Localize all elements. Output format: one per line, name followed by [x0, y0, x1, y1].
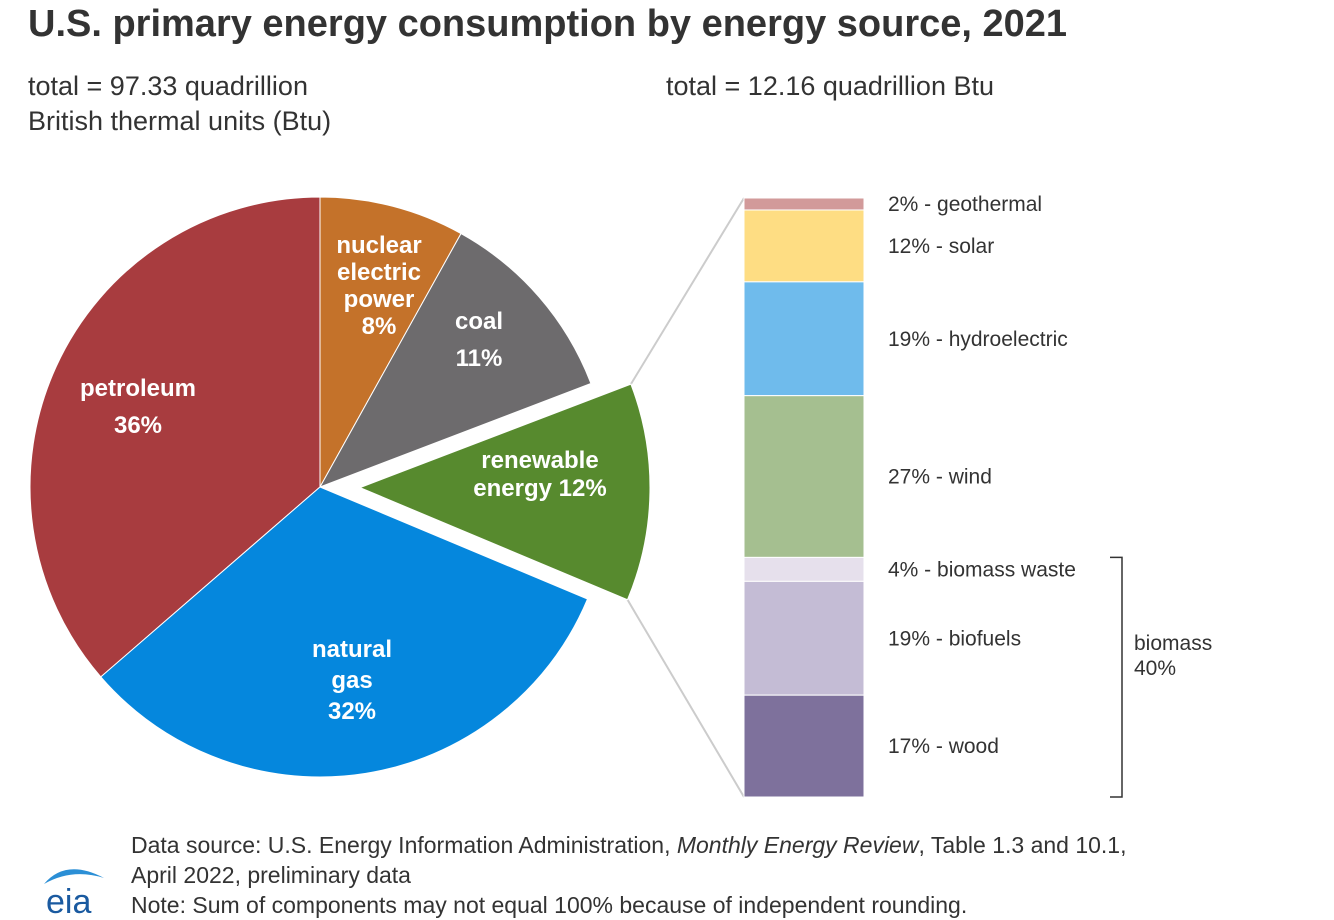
bar-label-solar: 12% - solar: [888, 235, 994, 258]
pie-slice-coal: [318, 232, 592, 488]
pie-slice-nuclear-electric-power: [319, 196, 462, 489]
bar-label-wind: 27% - wind: [888, 466, 992, 489]
eia-logo: eia: [44, 869, 104, 920]
eia-swoosh-icon: [44, 869, 104, 884]
bar-label-biomass-waste: 4% - biomass waste: [888, 558, 1076, 581]
bar-segment-hydroelectric: [743, 281, 865, 397]
bar-label-geothermal: 2% - geothermal: [888, 193, 1042, 216]
bar-segment-solar: [743, 209, 865, 283]
eia-logo-text: eia: [46, 883, 91, 920]
pie-chart: petroleum 36% nuclear electric power 8% coal 11…: [29, 196, 651, 778]
pie-label-natural-gas: natural gas 32%: [312, 636, 392, 725]
bar-segment-wind: [743, 395, 865, 558]
footer-source-line-1: Data source: U.S. Energy Information Adm…: [131, 832, 1127, 858]
bar-label-wood: 17% - wood: [888, 735, 999, 758]
renewable-stacked-bar: 2% - geothermal 12% - solar 19% - hydroele…: [743, 193, 1212, 798]
bar-segment-geothermal: [743, 197, 865, 211]
pie-label-renewable-energy: renewable energy 12%: [473, 447, 606, 502]
pie-slice-renewable-energy: [358, 383, 651, 601]
bar-segment-biofuels: [743, 580, 865, 696]
footer-note: Note: Sum of components may not equal 10…: [131, 892, 967, 918]
connector-line-bottom: [626, 599, 745, 798]
pie-slice-petroleum: [29, 196, 321, 678]
footer-source-suffix: , Table 1.3 and 10.1,: [918, 832, 1126, 858]
pie-slice-natural-gas: [100, 486, 589, 778]
footer-source-prefix: Data source: U.S. Energy Information Adm…: [131, 832, 677, 858]
left-total-line-2: British thermal units (Btu): [28, 106, 331, 136]
footer: Data source: U.S. Energy Information Adm…: [131, 832, 1127, 918]
pie-label-nuclear-electric-power: nuclear electric power 8%: [336, 232, 421, 340]
connector-line-top: [630, 197, 745, 385]
chart-title: U.S. primary energy consumption by energ…: [28, 3, 1067, 45]
left-total-line-1: total = 97.33 quadrillion: [28, 71, 308, 101]
bar-segment-biomass-waste: [743, 556, 865, 582]
bar-segment-wood: [743, 694, 865, 798]
footer-source-line-2: April 2022, preliminary data: [131, 862, 411, 888]
footer-source-title: Monthly Energy Review: [677, 832, 920, 858]
connector-lines: [626, 197, 745, 798]
bar-label-biofuels: 19% - biofuels: [888, 627, 1021, 650]
biomass-bracket-label: biomass 40%: [1134, 632, 1212, 680]
right-total: total = 12.16 quadrillion Btu: [666, 71, 994, 101]
bar-label-hydroelectric: 19% - hydroelectric: [888, 328, 1068, 351]
pie-label-coal: coal 11%: [455, 308, 503, 372]
biomass-bracket: [1110, 556, 1123, 798]
pie-label-petroleum: petroleum 36%: [80, 375, 196, 439]
